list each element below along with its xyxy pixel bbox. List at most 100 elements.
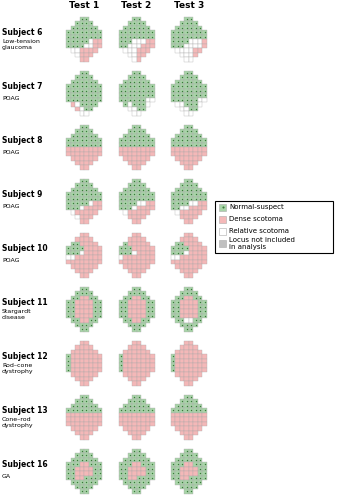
Bar bbox=[75, 44, 80, 48]
Bar bbox=[189, 453, 193, 458]
Bar bbox=[66, 466, 71, 471]
Bar bbox=[198, 372, 202, 376]
Bar bbox=[89, 358, 93, 363]
Bar bbox=[136, 322, 141, 327]
Bar bbox=[84, 156, 89, 160]
Bar bbox=[146, 152, 150, 156]
Bar bbox=[175, 458, 180, 462]
Bar bbox=[175, 260, 180, 264]
Bar bbox=[146, 102, 150, 106]
Bar bbox=[84, 192, 89, 196]
Bar bbox=[132, 318, 136, 322]
Bar bbox=[175, 152, 180, 156]
Bar bbox=[202, 314, 207, 318]
Bar bbox=[127, 368, 132, 372]
Bar bbox=[198, 48, 202, 52]
Bar bbox=[89, 430, 93, 435]
Bar bbox=[123, 246, 127, 250]
Text: Normal-suspect: Normal-suspect bbox=[229, 204, 284, 210]
Bar bbox=[184, 84, 189, 88]
Bar bbox=[184, 188, 189, 192]
Bar bbox=[71, 372, 75, 376]
Bar bbox=[136, 340, 141, 345]
Bar bbox=[180, 471, 184, 476]
Bar bbox=[93, 102, 98, 106]
Bar bbox=[127, 48, 132, 52]
Bar bbox=[66, 314, 71, 318]
Bar bbox=[98, 466, 102, 471]
Bar bbox=[184, 381, 189, 386]
Bar bbox=[132, 358, 136, 363]
Bar bbox=[189, 327, 193, 332]
Bar bbox=[80, 232, 84, 237]
Bar bbox=[189, 188, 193, 192]
Bar bbox=[66, 250, 71, 255]
Bar bbox=[123, 363, 127, 368]
Bar bbox=[75, 48, 80, 52]
Bar bbox=[171, 358, 175, 363]
Bar bbox=[141, 408, 146, 412]
Bar bbox=[119, 138, 123, 142]
Bar bbox=[141, 264, 146, 268]
Bar bbox=[80, 340, 84, 345]
Bar bbox=[80, 111, 84, 116]
Bar bbox=[89, 250, 93, 255]
Bar bbox=[136, 134, 141, 138]
Bar bbox=[80, 39, 84, 44]
Bar bbox=[75, 246, 80, 250]
Bar bbox=[180, 147, 184, 152]
Bar bbox=[80, 260, 84, 264]
Bar bbox=[184, 201, 189, 205]
Bar bbox=[132, 417, 136, 422]
Bar bbox=[136, 430, 141, 435]
Bar bbox=[198, 44, 202, 48]
Bar bbox=[66, 84, 71, 88]
Bar bbox=[175, 350, 180, 354]
Bar bbox=[119, 84, 123, 88]
Bar bbox=[184, 368, 189, 372]
Bar bbox=[123, 156, 127, 160]
Bar bbox=[84, 142, 89, 147]
Bar bbox=[193, 268, 198, 273]
Bar bbox=[146, 192, 150, 196]
Bar bbox=[198, 412, 202, 417]
Bar bbox=[89, 260, 93, 264]
Bar bbox=[193, 196, 198, 201]
Bar bbox=[89, 21, 93, 25]
Bar bbox=[198, 80, 202, 84]
Bar bbox=[80, 44, 84, 48]
Bar bbox=[180, 430, 184, 435]
Bar bbox=[132, 129, 136, 134]
Bar bbox=[84, 376, 89, 381]
Bar bbox=[89, 30, 93, 34]
Bar bbox=[189, 412, 193, 417]
Bar bbox=[189, 134, 193, 138]
Bar bbox=[75, 93, 80, 98]
Bar bbox=[150, 476, 154, 480]
Bar bbox=[189, 435, 193, 440]
Bar bbox=[150, 304, 154, 309]
Bar bbox=[71, 88, 75, 93]
Bar bbox=[80, 219, 84, 224]
Bar bbox=[141, 246, 146, 250]
Bar bbox=[75, 399, 80, 404]
Bar bbox=[184, 52, 189, 57]
Bar bbox=[136, 156, 141, 160]
Bar bbox=[132, 183, 136, 188]
Bar bbox=[123, 260, 127, 264]
Bar bbox=[198, 255, 202, 260]
Bar bbox=[136, 489, 141, 494]
Bar bbox=[132, 111, 136, 116]
Bar bbox=[80, 327, 84, 332]
Bar bbox=[98, 462, 102, 466]
Bar bbox=[127, 300, 132, 304]
Bar bbox=[141, 214, 146, 219]
Bar bbox=[89, 399, 93, 404]
Bar bbox=[193, 412, 198, 417]
Bar bbox=[171, 192, 175, 196]
Bar bbox=[171, 466, 175, 471]
Bar bbox=[184, 322, 189, 327]
Bar bbox=[180, 354, 184, 358]
Bar bbox=[141, 21, 146, 25]
Bar bbox=[71, 250, 75, 255]
